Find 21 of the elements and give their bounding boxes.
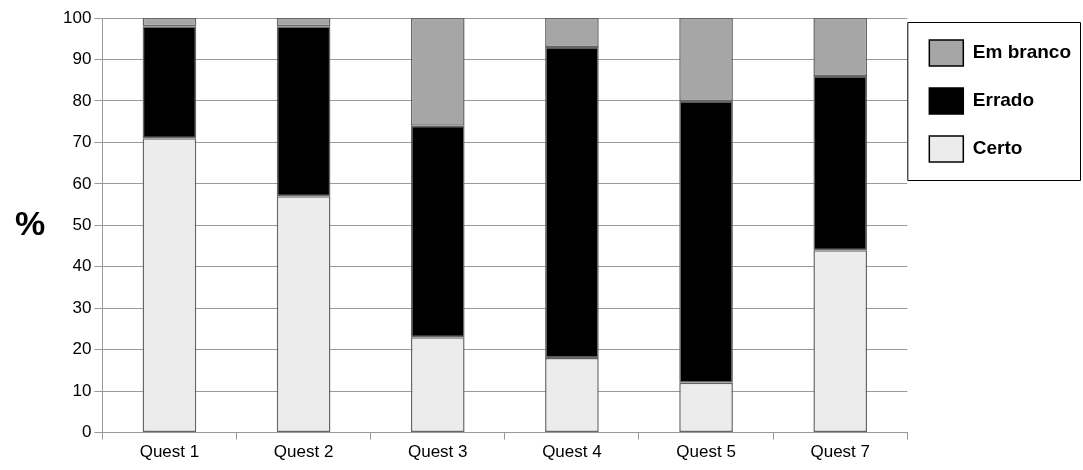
y-tick-label: 50 <box>72 214 92 234</box>
y-tick-label: 60 <box>72 173 92 193</box>
y-axis-title: % <box>14 203 46 242</box>
y-tick-label: 0 <box>81 422 92 442</box>
y-tick-label: 40 <box>72 256 92 276</box>
y-tick-label: 70 <box>72 132 92 152</box>
legend-label: Errado <box>972 89 1035 111</box>
x-tick-label: Quest 3 <box>407 442 468 462</box>
legend-label: Certo <box>972 137 1023 159</box>
x-tick-label: Quest 1 <box>139 442 200 462</box>
x-tick-label: Quest 5 <box>676 442 736 462</box>
y-tick-label: 30 <box>72 297 92 317</box>
y-tick-label: 100 <box>62 7 92 27</box>
y-tick-label: 10 <box>72 380 92 400</box>
x-tick-label: Quest 2 <box>273 442 334 462</box>
x-tick-label: Quest 4 <box>542 442 602 462</box>
x-tick-label: Quest 7 <box>810 442 870 462</box>
y-tick-label: 90 <box>72 49 92 69</box>
y-tick-label: 20 <box>72 339 92 359</box>
legend-label: Em branco <box>972 41 1072 63</box>
y-tick-label: 80 <box>72 90 92 110</box>
